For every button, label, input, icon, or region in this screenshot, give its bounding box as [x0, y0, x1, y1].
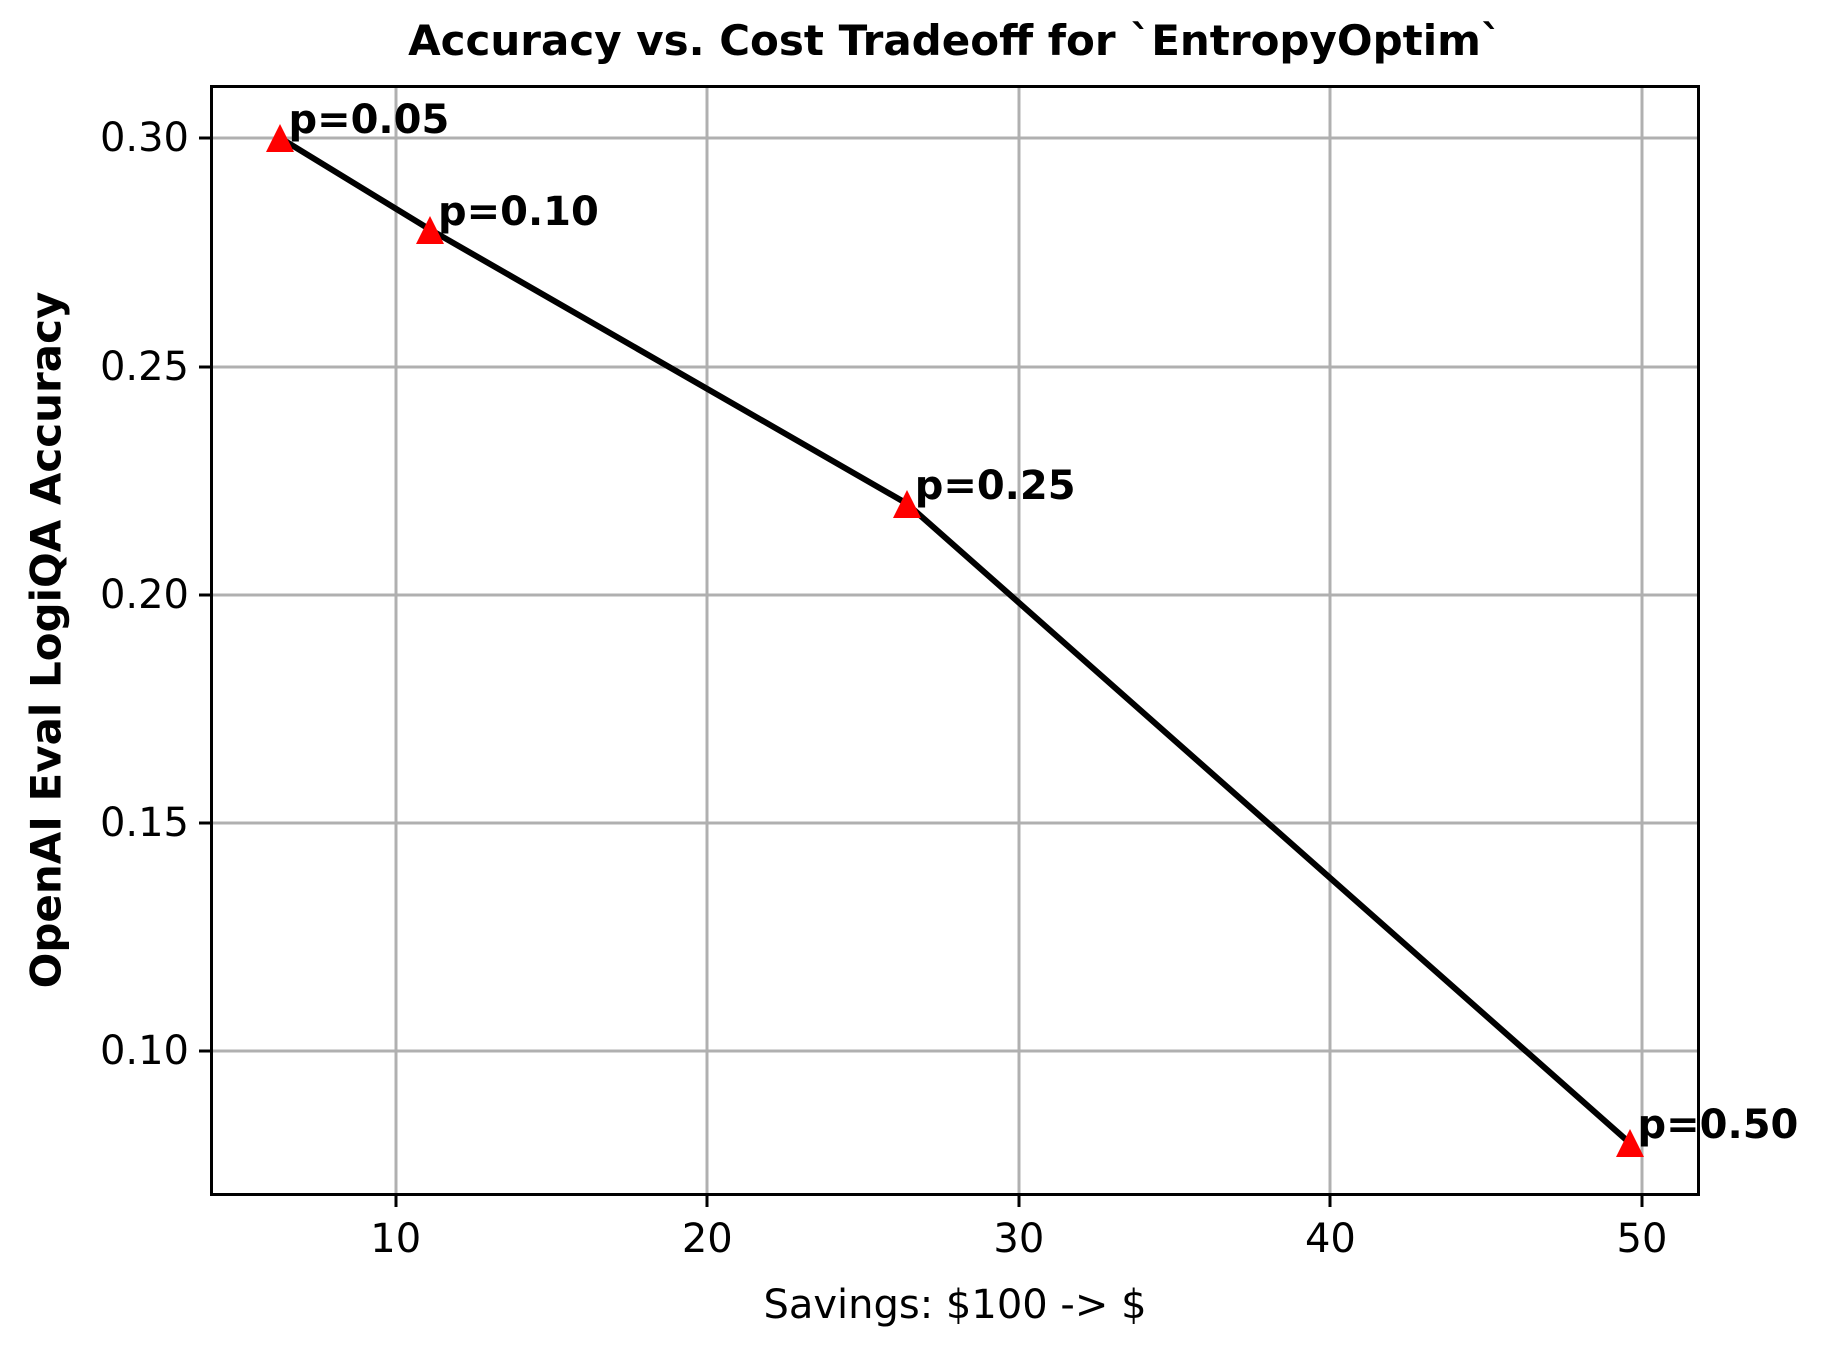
chart-title: Accuracy vs. Cost Tradeoff for `EntropyO… — [408, 16, 1502, 65]
y-gridline — [213, 821, 1697, 825]
y-gridline — [213, 365, 1697, 369]
data-point-marker — [416, 215, 444, 244]
y-tick-label: 0.30 — [99, 115, 189, 162]
y-tick-mark — [199, 136, 213, 140]
x-tick-mark — [1017, 1193, 1021, 1207]
x-tick-label: 50 — [1616, 1216, 1668, 1262]
data-line — [280, 138, 1629, 1143]
y-tick-mark — [199, 365, 213, 369]
x-gridline — [1328, 88, 1332, 1193]
y-gridline — [213, 1049, 1697, 1053]
data-point-marker — [1615, 1128, 1644, 1157]
y-gridline — [213, 136, 1697, 140]
point-annotation: p=0.05 — [288, 97, 450, 144]
x-axis-label: Savings: $100 -> $ — [763, 1282, 1147, 1328]
point-annotation: p=0.10 — [438, 188, 599, 235]
x-tick-mark — [1640, 1193, 1644, 1207]
y-tick-label: 0.25 — [99, 343, 189, 390]
x-gridline — [1017, 88, 1021, 1193]
x-tick-label: 30 — [993, 1216, 1045, 1262]
x-tick-mark — [394, 1193, 398, 1207]
x-tick-label: 10 — [370, 1216, 422, 1262]
y-tick-label: 0.15 — [99, 800, 189, 847]
y-tick-label: 0.20 — [99, 571, 189, 618]
x-tick-label: 20 — [681, 1216, 733, 1262]
line-chart-svg — [213, 88, 1697, 1193]
y-tick-label: 0.10 — [99, 1028, 189, 1075]
x-tick-label: 40 — [1304, 1216, 1356, 1262]
point-annotation: p=0.25 — [914, 462, 1076, 509]
data-point-marker — [266, 124, 295, 153]
y-axis-label: OpenAI Eval LogiQA Accuracy — [21, 291, 71, 989]
x-gridline — [705, 88, 709, 1193]
data-point-marker — [892, 489, 921, 518]
x-tick-mark — [705, 1193, 709, 1207]
y-tick-mark — [199, 593, 213, 597]
y-tick-mark — [199, 1049, 213, 1053]
plot-area: 10 20 30 40 50 0.10 0.15 0.20 0.25 0.30 p=0.05 p=0.… — [100, 85, 1798, 1259]
x-tick-mark — [1328, 1193, 1332, 1207]
y-gridline — [213, 593, 1697, 597]
x-gridline — [1640, 88, 1644, 1193]
x-gridline — [394, 88, 398, 1193]
point-annotation: p=0.50 — [1637, 1101, 1799, 1148]
y-tick-mark — [199, 821, 213, 825]
